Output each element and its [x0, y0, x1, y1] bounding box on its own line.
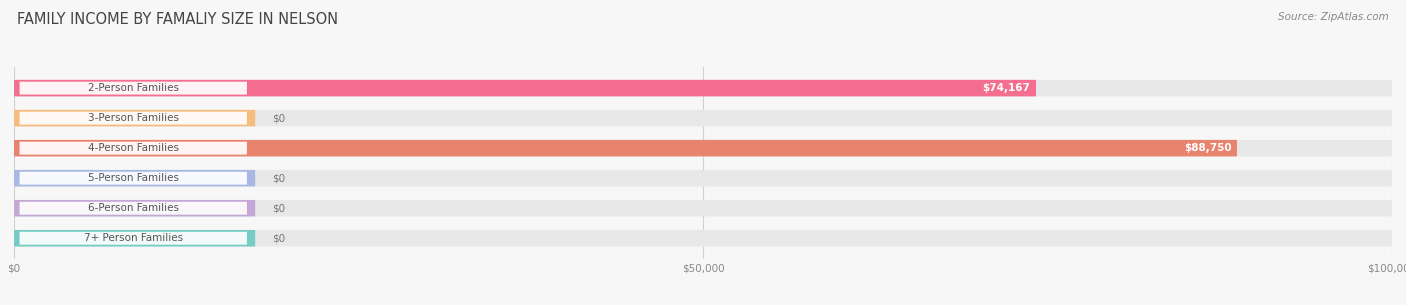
FancyBboxPatch shape [20, 202, 247, 215]
FancyBboxPatch shape [14, 80, 1392, 96]
Text: 3-Person Families: 3-Person Families [87, 113, 179, 123]
FancyBboxPatch shape [20, 142, 247, 155]
FancyBboxPatch shape [14, 170, 1392, 186]
FancyBboxPatch shape [14, 230, 1392, 246]
FancyBboxPatch shape [20, 232, 247, 245]
Text: 4-Person Families: 4-Person Families [87, 143, 179, 153]
Text: $0: $0 [271, 113, 285, 123]
Text: $0: $0 [271, 173, 285, 183]
FancyBboxPatch shape [14, 200, 1392, 217]
FancyBboxPatch shape [14, 170, 256, 186]
FancyBboxPatch shape [14, 110, 1392, 126]
FancyBboxPatch shape [14, 230, 256, 246]
Text: Source: ZipAtlas.com: Source: ZipAtlas.com [1278, 12, 1389, 22]
Text: 6-Person Families: 6-Person Families [87, 203, 179, 213]
FancyBboxPatch shape [20, 112, 247, 124]
Text: $74,167: $74,167 [983, 83, 1031, 93]
Text: 7+ Person Families: 7+ Person Families [84, 233, 183, 243]
FancyBboxPatch shape [14, 200, 256, 217]
FancyBboxPatch shape [14, 80, 1036, 96]
Text: $88,750: $88,750 [1184, 143, 1232, 153]
Text: FAMILY INCOME BY FAMALIY SIZE IN NELSON: FAMILY INCOME BY FAMALIY SIZE IN NELSON [17, 12, 337, 27]
FancyBboxPatch shape [14, 140, 1392, 156]
Text: $0: $0 [271, 203, 285, 213]
Text: 5-Person Families: 5-Person Families [87, 173, 179, 183]
FancyBboxPatch shape [20, 82, 247, 95]
FancyBboxPatch shape [20, 172, 247, 185]
Text: $0: $0 [271, 233, 285, 243]
Text: 2-Person Families: 2-Person Families [87, 83, 179, 93]
FancyBboxPatch shape [14, 140, 1237, 156]
FancyBboxPatch shape [14, 110, 256, 126]
